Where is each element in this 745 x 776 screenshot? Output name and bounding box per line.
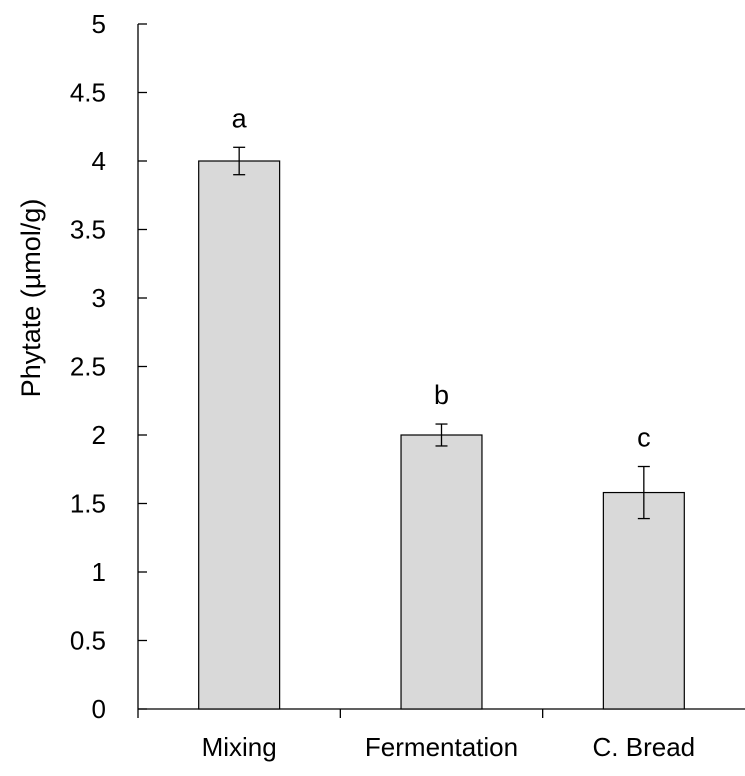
bars: a b c [198,103,685,710]
y-tick-label: 5 [92,9,106,39]
y-tick-label: 0 [92,694,106,724]
y-axis: 0 0.5 1 1.5 2 2.5 3 3.5 4 4.5 5 [70,9,147,724]
significance-letter: a [232,103,248,133]
significance-letter: c [637,423,651,453]
significance-letter: b [434,380,449,410]
x-tick-label: Mixing [202,732,277,762]
y-tick-label: 1 [92,557,106,587]
x-tick-label: C. Bread [593,732,696,762]
y-tick-label: 2 [92,420,106,450]
x-axis: Mixing Fermentation C. Bread [137,708,745,762]
bar [400,434,483,710]
y-tick-label: 3 [92,283,106,313]
y-axis-label: Phytate (µmol/g) [16,199,46,398]
y-tick-label: 4.5 [70,78,106,108]
x-tick-label: Fermentation [365,732,518,762]
bar [602,491,685,710]
y-tick-label: 3.5 [70,215,106,245]
y-tick-label: 2.5 [70,352,106,382]
y-tick-label: 0.5 [70,626,106,656]
y-tick-label: 1.5 [70,489,106,519]
bar [198,160,281,710]
y-tick-label: 4 [92,146,106,176]
